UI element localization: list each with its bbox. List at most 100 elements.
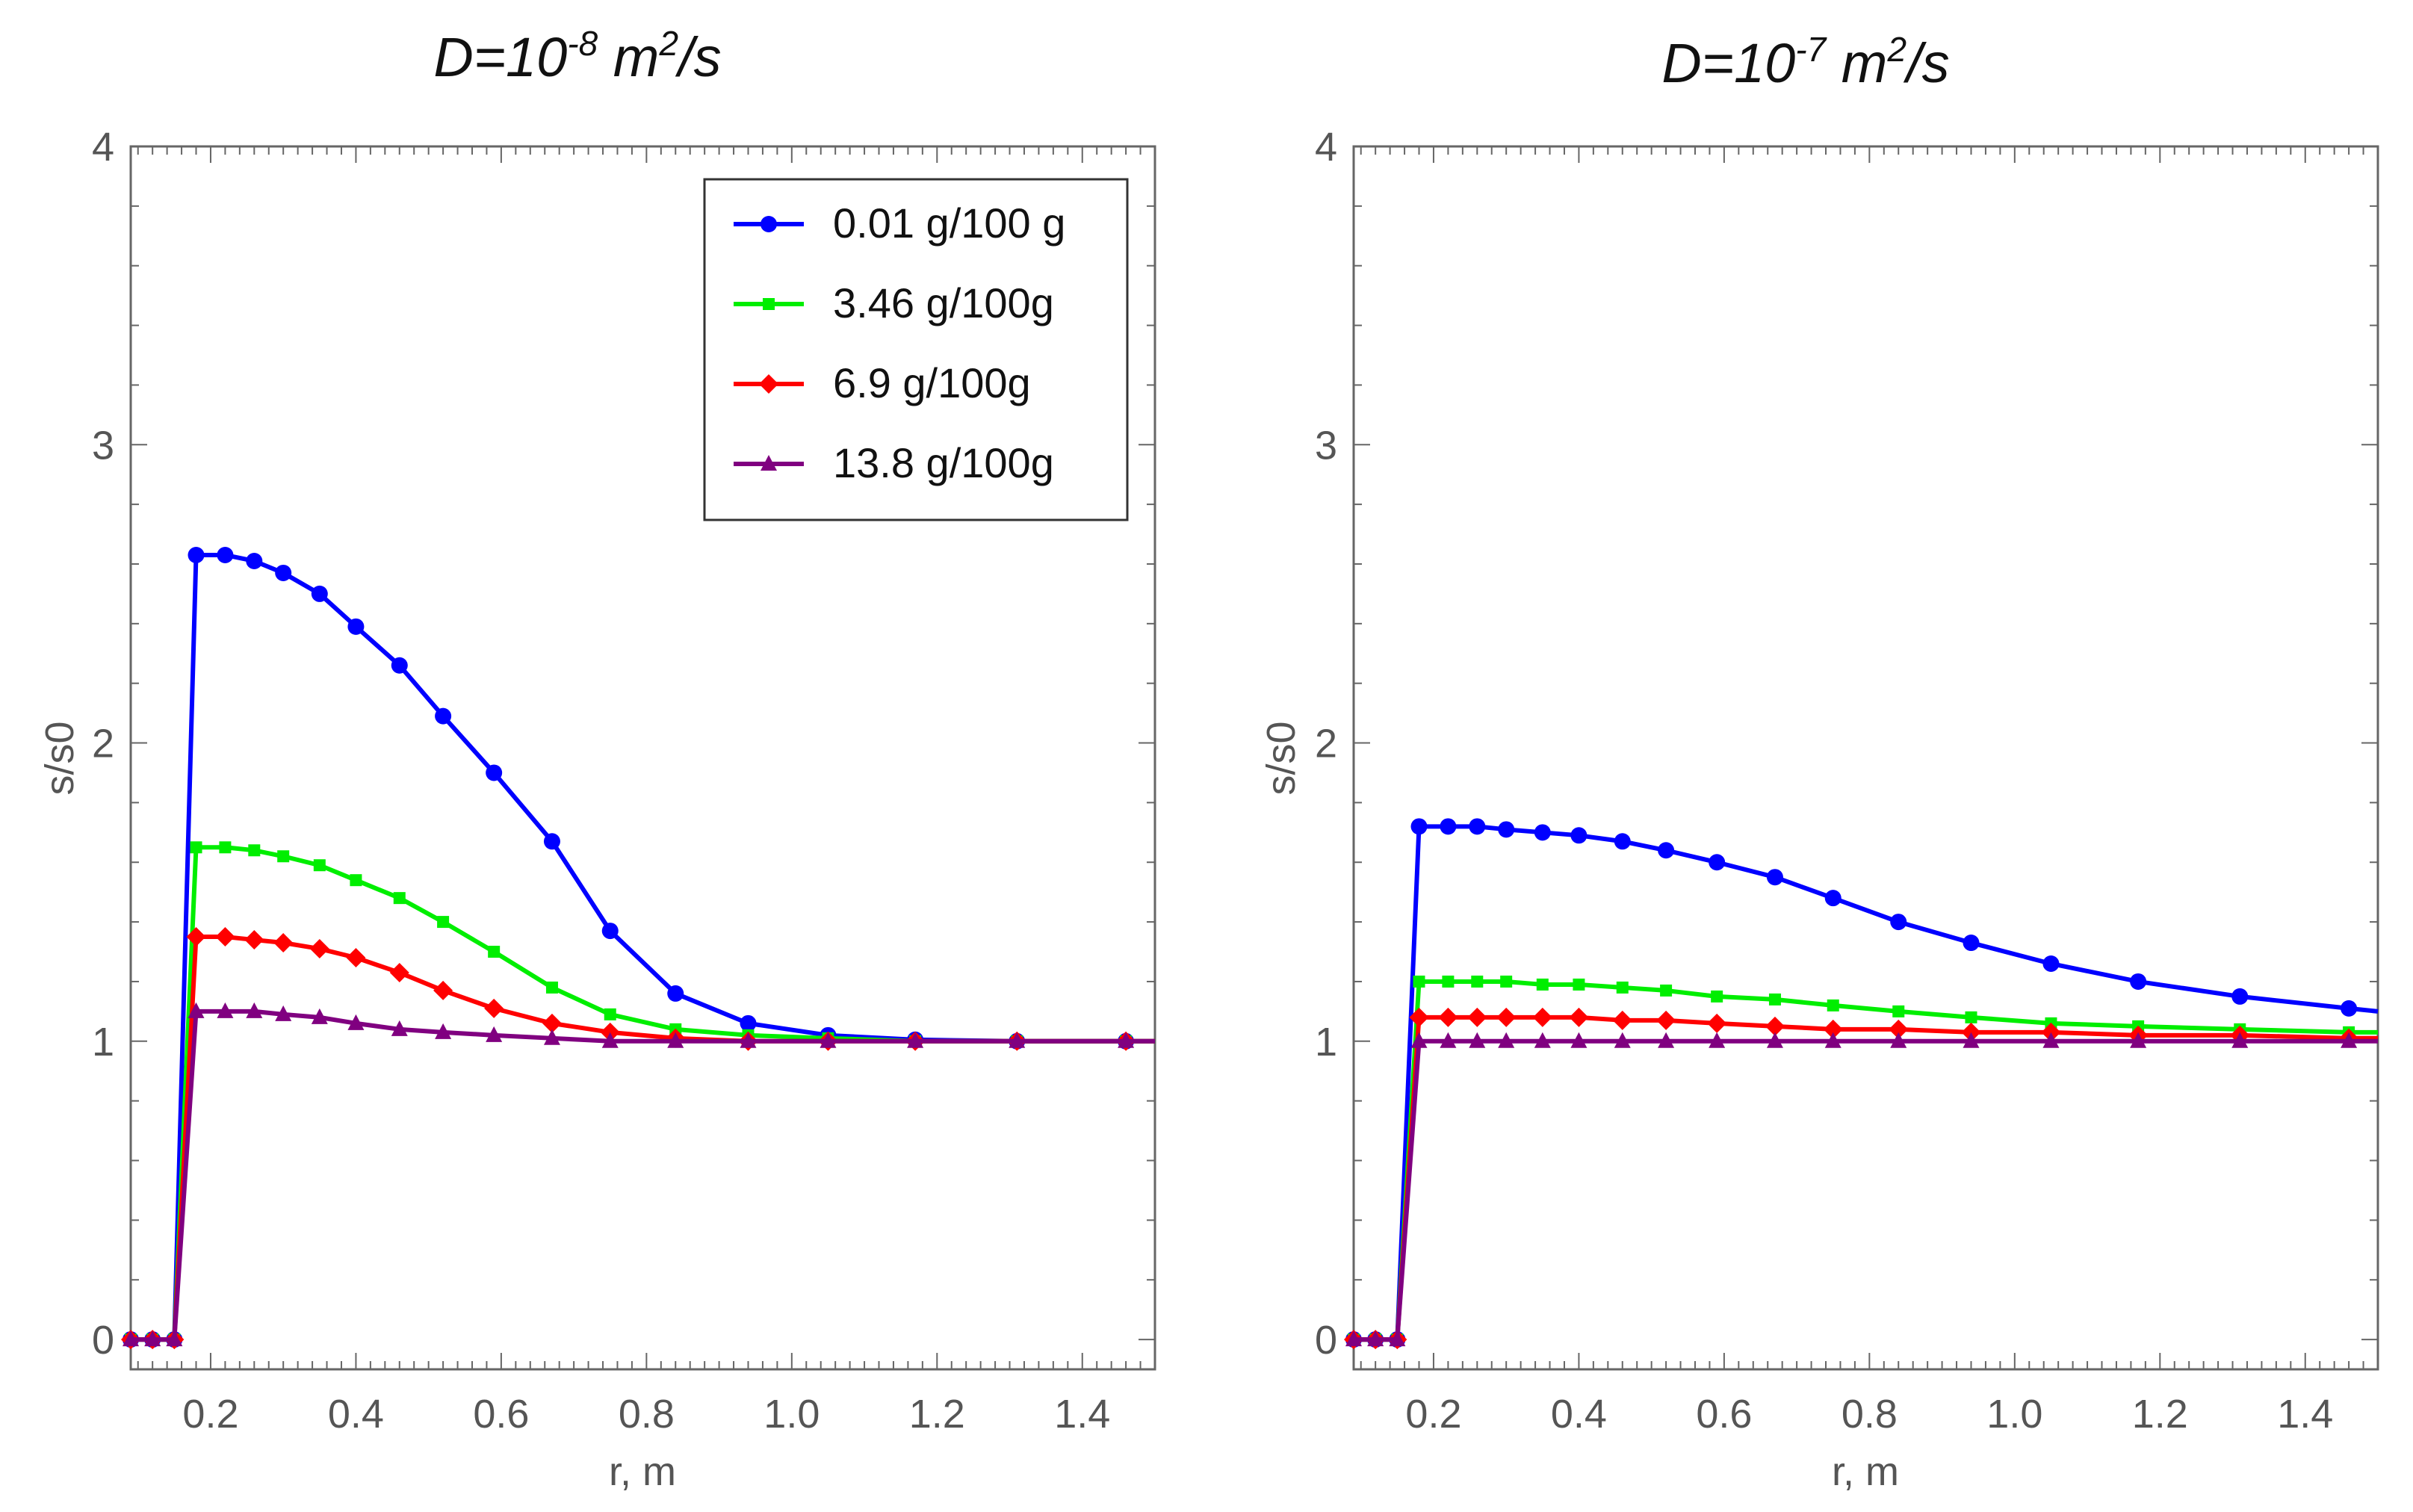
legend-marker-shape — [759, 374, 778, 394]
left-x-tick-label: 0.2 — [182, 1392, 238, 1437]
left-data-point — [543, 1029, 560, 1045]
right-data-point — [1471, 975, 1484, 988]
right-data-point — [1823, 1019, 1843, 1039]
left-data-point — [740, 1032, 757, 1048]
left-y-tick-label: 1 — [92, 1020, 114, 1065]
right-data-point — [1536, 978, 1549, 991]
right-data-point — [1614, 1032, 1631, 1048]
right-data-point — [1570, 1032, 1588, 1048]
right-data-point — [2130, 1032, 2147, 1048]
legend-item-1: 3.46 g/100g — [734, 279, 1054, 326]
right-data-point — [1827, 999, 1839, 1011]
left-x-tick-label: 0.4 — [328, 1392, 384, 1437]
left-data-point — [313, 859, 326, 872]
right-data-point — [1963, 1032, 1980, 1048]
right-data-point — [1534, 824, 1551, 841]
left-data-point — [346, 948, 366, 968]
right-x-axis-label: r, m — [1832, 1449, 1899, 1494]
left-data-point — [601, 923, 619, 940]
right-data-point — [1498, 821, 1515, 838]
right-data-point — [1766, 869, 1783, 886]
left-x-tick-label: 0.6 — [473, 1392, 529, 1437]
right-tick-labels: 0.2 0.4 0.6 0.8 1.0 1.2 1.4 0 1 2 3 4 — [1315, 125, 2333, 1437]
left-data-point — [273, 933, 294, 953]
right-series-line-0 — [1354, 824, 2379, 1342]
right-data-point — [1658, 842, 1675, 859]
left-data-point — [667, 985, 684, 1002]
left-chart-title: D=10-8 m2/s — [433, 24, 721, 88]
left-data-point — [542, 1013, 562, 1033]
left-plot-frame — [129, 145, 1156, 1371]
left-data-point — [545, 981, 558, 994]
left-y-tick-label: 2 — [92, 722, 114, 766]
right-data-point — [2042, 1032, 2060, 1048]
left-data-point — [311, 1008, 328, 1024]
right-x-tick-label: 0.8 — [1842, 1392, 1898, 1437]
right-data-point — [1573, 978, 1585, 991]
left-data-point — [604, 1008, 616, 1020]
left-x-tick-label: 0.8 — [619, 1392, 675, 1437]
left-data-point — [484, 998, 504, 1018]
left-data-point — [347, 1014, 365, 1030]
right-chart-panel: D=10-7 m2/s 0.2 0.4 0.6 0.8 1.0 1.2 1.4 0 1 2 3 4 r… — [1259, 30, 2379, 1494]
right-data-point — [1824, 890, 1842, 907]
right-data-point — [1709, 854, 1726, 871]
legend-marker-shape — [761, 216, 777, 232]
right-data-point — [1660, 984, 1673, 997]
right-data-point — [1768, 993, 1781, 1006]
left-chart-panel: D=10-8 m2/s 0.2 0.4 0.6 0.8 1.0 1.2 1.4 0 1 2 3 4 r… — [37, 24, 1156, 1494]
left-data-point — [244, 930, 264, 950]
left-data-point — [820, 1032, 837, 1048]
left-y-tick-label: 3 — [92, 423, 114, 468]
right-series-line-2 — [1354, 1014, 2378, 1342]
left-data-point — [1118, 1032, 1135, 1048]
right-data-point — [1616, 981, 1629, 994]
legend-label-1: 3.46 g/100g — [833, 279, 1054, 326]
left-data-point — [347, 618, 365, 635]
right-data-point — [1766, 1032, 1783, 1048]
right-chart-title: D=10-7 m2/s — [1661, 30, 1949, 94]
legend-marker-1 — [763, 298, 775, 310]
left-data-point — [389, 962, 409, 982]
legend-label-3: 13.8 g/100g — [833, 439, 1054, 486]
right-data-point — [1389, 1330, 1406, 1347]
left-data-point — [217, 546, 234, 563]
left-y-axis-label: s/s0 — [37, 721, 82, 795]
left-x-tick-label: 1.0 — [763, 1392, 820, 1437]
right-data-point — [1570, 827, 1588, 844]
left-series-layer — [121, 546, 1155, 1350]
right-data-point — [1824, 1032, 1842, 1048]
legend-label-2: 6.9 g/100g — [833, 359, 1031, 406]
right-data-point — [1500, 975, 1513, 988]
right-y-axis-label: s/s0 — [1259, 721, 1304, 795]
left-data-point — [435, 1023, 452, 1039]
left-data-point — [393, 892, 406, 905]
right-data-point — [2231, 988, 2249, 1005]
left-data-point — [391, 657, 408, 674]
left-data-point — [246, 552, 263, 569]
left-data-point — [435, 707, 452, 725]
right-y-tick-label: 3 — [1315, 423, 1337, 468]
right-data-point — [1889, 1019, 1909, 1039]
right-series-layer — [1344, 818, 2379, 1350]
left-data-point — [217, 1002, 234, 1018]
legend: 0.01 g/100 g 3.46 g/100g 6.9 g/100g 13.8… — [703, 178, 1129, 521]
right-data-point — [2231, 1032, 2249, 1048]
left-data-point — [309, 939, 329, 959]
right-y-tick-label: 4 — [1315, 125, 1337, 170]
right-data-point — [1367, 1330, 1384, 1347]
left-series-line-3 — [131, 1008, 1155, 1342]
right-minor-ticks — [1354, 146, 2379, 1369]
left-data-point — [486, 1026, 503, 1042]
right-x-tick-label: 1.2 — [2132, 1392, 2188, 1437]
right-data-point — [1656, 1010, 1676, 1030]
left-data-point — [246, 1002, 263, 1018]
left-x-tick-label: 1.2 — [909, 1392, 965, 1437]
legend-marker-shape — [763, 298, 775, 310]
right-data-point — [1711, 990, 1723, 1003]
left-y-tick-label: 4 — [92, 125, 114, 170]
right-data-point — [1413, 975, 1425, 988]
legend-marker-2 — [759, 374, 778, 394]
legend-item-3: 13.8 g/100g — [734, 439, 1054, 486]
legend-item-0: 0.01 g/100 g — [734, 199, 1065, 247]
